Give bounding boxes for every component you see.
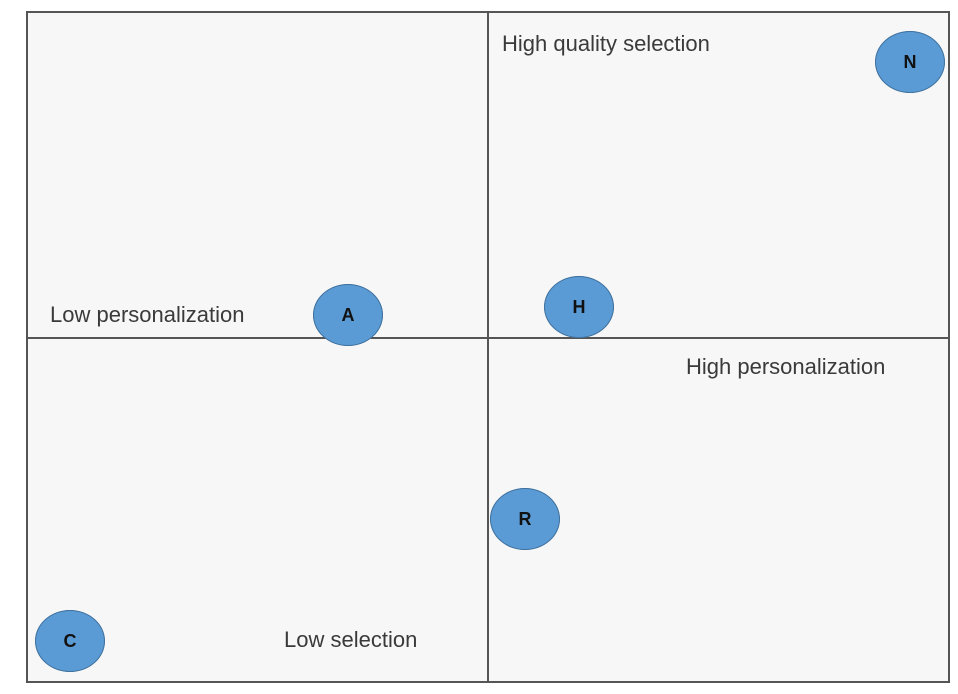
marker-r-label: R (518, 508, 532, 529)
marker-a-label: A (341, 304, 355, 325)
marker-n-label: N (903, 51, 917, 72)
marker-c: C (35, 610, 105, 672)
marker-h-label: H (572, 296, 586, 317)
marker-a: A (313, 284, 383, 346)
label-high-personalization: High personalization (686, 354, 886, 379)
marker-r: R (490, 488, 560, 550)
marker-c-label: C (63, 630, 77, 651)
label-low-personalization: Low personalization (50, 302, 245, 327)
marker-n: N (875, 31, 945, 93)
label-low-selection: Low selection (284, 627, 418, 652)
label-high-quality-selection: High quality selection (502, 31, 710, 56)
marker-h: H (544, 276, 614, 338)
vertical-axis-line (487, 11, 489, 683)
horizontal-axis-line (26, 337, 950, 339)
